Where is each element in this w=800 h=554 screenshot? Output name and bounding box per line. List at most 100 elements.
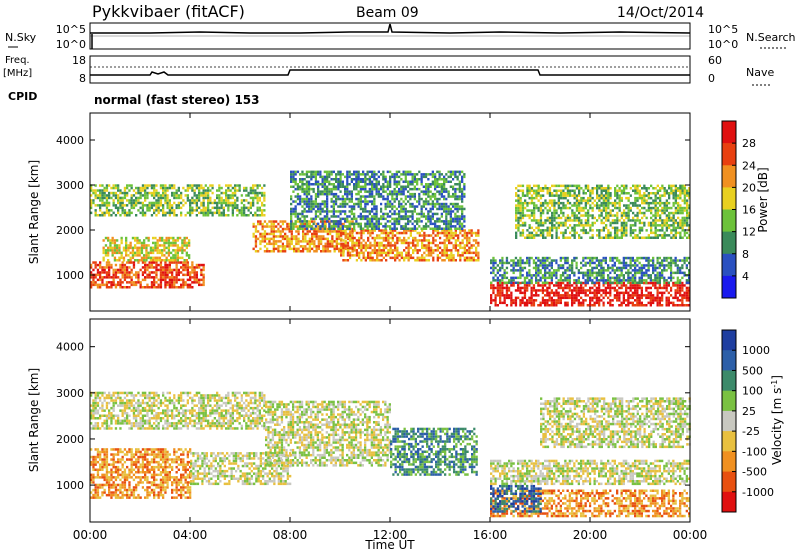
power-echo-cell xyxy=(364,215,367,218)
power-echo-cell xyxy=(373,227,376,230)
power-echo-cell xyxy=(548,274,551,277)
power-echo-cell xyxy=(499,261,502,265)
power-echo-cell xyxy=(377,227,380,230)
power-echo-cell xyxy=(647,296,650,300)
power-echo-cell xyxy=(555,194,558,197)
power-echo-cell xyxy=(519,289,522,292)
power-echo-cell xyxy=(155,276,158,279)
power-echo-cell xyxy=(152,256,155,260)
power-echo-cell xyxy=(146,194,149,197)
freq-unit: [MHz] xyxy=(3,68,32,79)
power-echo-cell xyxy=(164,266,167,269)
power-echo-cell xyxy=(350,207,353,211)
power-echo-cell xyxy=(175,261,178,264)
power-echo-cell xyxy=(366,195,369,198)
power-echo-cell xyxy=(448,229,451,232)
power-echo-cell xyxy=(681,299,684,302)
power-echo-cell xyxy=(311,232,314,236)
power-echo-cell xyxy=(541,299,544,302)
power-echo-cell xyxy=(120,256,123,260)
power-echo-cell xyxy=(420,173,423,176)
power-echo-cell xyxy=(598,291,601,295)
power-echo-cell xyxy=(560,224,563,227)
power-echo-cell xyxy=(167,246,170,250)
power-echo-cell xyxy=(627,301,630,305)
nsearch-label: N.Search xyxy=(746,31,796,44)
power-echo-cell xyxy=(312,200,315,203)
power-echo-cell xyxy=(362,178,365,181)
power-echo-cell xyxy=(263,237,267,241)
power-echo-cell xyxy=(311,247,314,251)
power-echo-cell xyxy=(373,241,376,245)
power-echo-cell xyxy=(268,237,271,241)
power-echo-cell xyxy=(315,232,318,236)
power-echo-cell xyxy=(389,249,392,252)
power-echo-cell xyxy=(640,281,643,284)
power-echo-cell xyxy=(148,191,151,195)
power-echo-cell xyxy=(295,235,298,238)
power-echo-cell xyxy=(663,276,666,280)
power-echo-cell xyxy=(530,294,533,297)
power-echo-cell xyxy=(452,173,455,176)
power-echo-cell xyxy=(636,269,639,272)
power-echo-cell xyxy=(121,204,124,207)
power-echo-cell xyxy=(613,286,616,290)
power-echo-cell xyxy=(335,237,338,241)
power-echo-cell xyxy=(162,209,165,212)
power-echo-cell xyxy=(373,185,376,188)
power-echo-cell xyxy=(532,261,536,265)
power-echo-cell xyxy=(157,283,160,287)
power-echo-cell xyxy=(105,209,109,212)
power-echo-cell xyxy=(341,217,344,221)
power-echo-cell xyxy=(454,190,457,193)
power-echo-cell xyxy=(324,230,327,233)
power-echo-cell xyxy=(373,173,376,176)
power-echo-cell xyxy=(656,291,659,295)
power-echo-cell xyxy=(90,186,93,190)
power-echo-cell xyxy=(323,202,326,206)
power-echo-cell xyxy=(153,281,156,284)
power-echo-cell xyxy=(681,259,684,262)
power-echo-cell xyxy=(524,221,527,225)
power-echo-cell xyxy=(364,229,367,232)
power-echo-cell xyxy=(305,227,309,230)
power-echo-cell xyxy=(110,283,113,287)
power-echo-cell xyxy=(681,289,684,292)
power-echo-cell xyxy=(385,254,388,257)
power-echo-cell xyxy=(425,259,428,262)
power-echo-cell xyxy=(99,271,102,274)
power-echo-cell xyxy=(141,209,144,212)
power-echo-cell xyxy=(166,266,169,269)
power-echo-cell xyxy=(438,190,441,193)
power-echo-cell xyxy=(338,230,341,233)
power-echo-cell xyxy=(384,222,387,226)
power-echo-cell xyxy=(404,187,407,191)
power-echo-cell xyxy=(667,256,670,260)
power-echo-cell xyxy=(312,183,315,186)
power-echo-cell xyxy=(358,236,361,240)
power-echo-cell xyxy=(238,186,241,190)
power-echo-cell xyxy=(373,212,376,216)
power-echo-cell xyxy=(367,231,370,235)
power-echo-cell xyxy=(305,185,309,188)
power-echo-cell xyxy=(580,289,583,292)
power-echo-cell xyxy=(562,266,565,270)
power-echo-cell xyxy=(573,184,576,188)
power-echo-cell xyxy=(166,196,169,200)
power-echo-cell xyxy=(146,273,149,277)
power-echo-cell xyxy=(189,278,192,282)
power-echo-cell xyxy=(535,281,538,284)
power-echo-cell xyxy=(240,209,243,212)
power-echo-cell xyxy=(377,175,380,179)
power-echo-cell xyxy=(445,249,448,252)
power-echo-cell xyxy=(353,225,356,228)
power-echo-cell xyxy=(322,250,325,253)
power-echo-cell xyxy=(332,170,335,174)
power-echo-cell xyxy=(431,200,434,203)
power-echo-cell xyxy=(443,185,446,188)
power-echo-cell xyxy=(168,283,171,287)
power-echo-cell xyxy=(470,234,473,237)
power-echo-cell xyxy=(380,254,383,257)
power-echo-cell xyxy=(546,294,549,297)
power-echo-cell xyxy=(461,192,464,196)
